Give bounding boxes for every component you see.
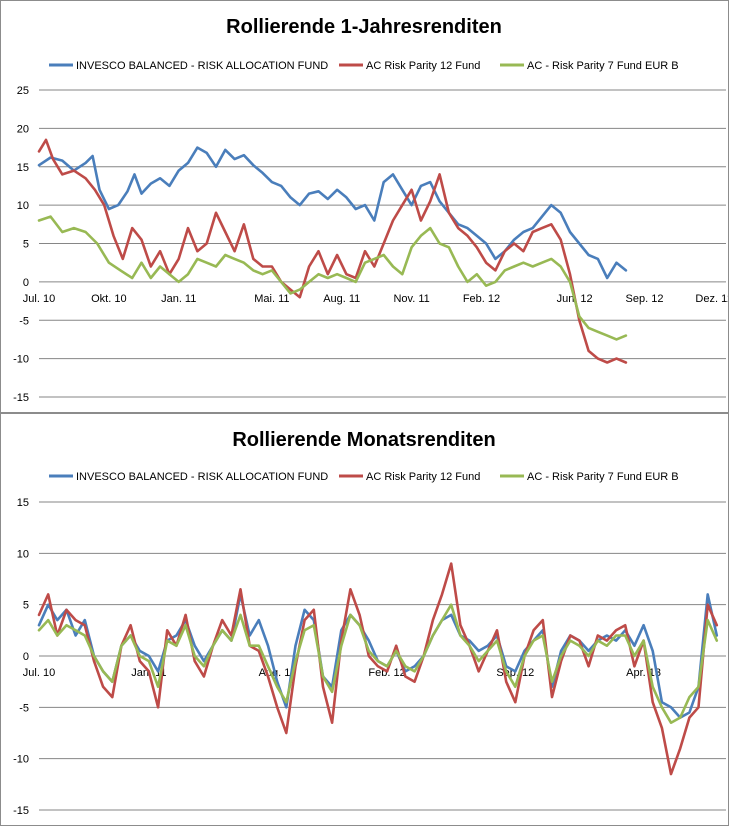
series-line-3 [37, 603, 719, 725]
y-axis-ticks: -15 -10 -5 0 5 10 15 [13, 497, 29, 817]
x-tick-label: Feb. 12 [368, 667, 405, 679]
chart-panel-yearly: Rollierende 1-Jahresrenditen INVESCO BAL… [0, 0, 729, 413]
x-tick-label: Jul. 10 [23, 667, 55, 679]
y-tick-label: 0 [23, 651, 29, 663]
x-tick-label: Sep. 12 [626, 293, 664, 305]
series-lines [37, 562, 719, 776]
chart-title: Rollierende 1-Jahresrenditen [226, 16, 502, 38]
gridlines [39, 501, 726, 811]
x-tick-label: Nov. 11 [393, 293, 429, 305]
x-tick-label: Okt. 10 [91, 293, 126, 305]
y-tick-label: -15 [13, 392, 29, 404]
x-tick-label: Mai. 11 [254, 293, 289, 305]
series-line-1 [37, 146, 628, 280]
series-lines [37, 138, 628, 364]
series-line-3 [37, 215, 628, 341]
legend-label: INVESCO BALANCED - RISK ALLOCATION FUND [76, 60, 328, 72]
legend-label: AC - Risk Parity 7 Fund EUR B [527, 60, 679, 72]
y-tick-label: 0 [23, 277, 29, 289]
y-tick-label: -15 [13, 805, 29, 817]
y-tick-label: -5 [19, 315, 29, 327]
y-tick-label: -10 [13, 354, 29, 366]
y-tick-label: -5 [19, 702, 29, 714]
y-tick-label: 15 [17, 497, 29, 509]
x-tick-label: Dez. 12 [695, 293, 728, 305]
legend-label: AC - Risk Parity 7 Fund EUR B [527, 471, 679, 483]
y-tick-label: 25 [17, 85, 29, 97]
y-tick-label: -10 [13, 754, 29, 766]
legend-label: AC Risk Parity 12 Fund [366, 60, 480, 72]
y-tick-label: 20 [17, 123, 29, 135]
gridlines [39, 89, 726, 398]
chart-legend: INVESCO BALANCED - RISK ALLOCATION FUND A… [49, 471, 679, 483]
y-tick-label: 5 [23, 600, 29, 612]
chart-title: Rollierende Monatsrenditen [232, 429, 495, 451]
y-tick-label: 10 [17, 200, 29, 212]
x-tick-label: Aug. 11 [323, 293, 360, 305]
x-axis-ticks: Jul. 10 Okt. 10 Jan. 11 Mai. 11 Aug. 11 Nov. … [23, 293, 728, 305]
legend-label: INVESCO BALANCED - RISK ALLOCATION FUND [76, 471, 328, 483]
y-tick-label: 10 [17, 548, 29, 560]
chart-legend: INVESCO BALANCED - RISK ALLOCATION FUND A… [49, 60, 679, 72]
chart-panel-monthly: Rollierende Monatsrenditen INVESCO BALAN… [0, 413, 729, 826]
series-line-2 [37, 138, 628, 364]
x-tick-label: Apr. 13 [626, 667, 661, 679]
y-tick-label: 5 [23, 239, 29, 251]
x-tick-label: Jul. 10 [23, 293, 55, 305]
monthly-returns-chart: Rollierende Monatsrenditen INVESCO BALAN… [13, 429, 726, 817]
y-axis-ticks: -15 -10 -5 0 5 10 15 20 25 [13, 85, 29, 404]
series-line-2 [37, 562, 719, 776]
y-tick-label: 15 [17, 162, 29, 174]
yearly-returns-chart: Rollierende 1-Jahresrenditen INVESCO BAL… [13, 16, 728, 404]
x-tick-label: Jan. 11 [161, 293, 196, 305]
legend-label: AC Risk Parity 12 Fund [366, 471, 480, 483]
x-tick-label: Feb. 12 [463, 293, 500, 305]
